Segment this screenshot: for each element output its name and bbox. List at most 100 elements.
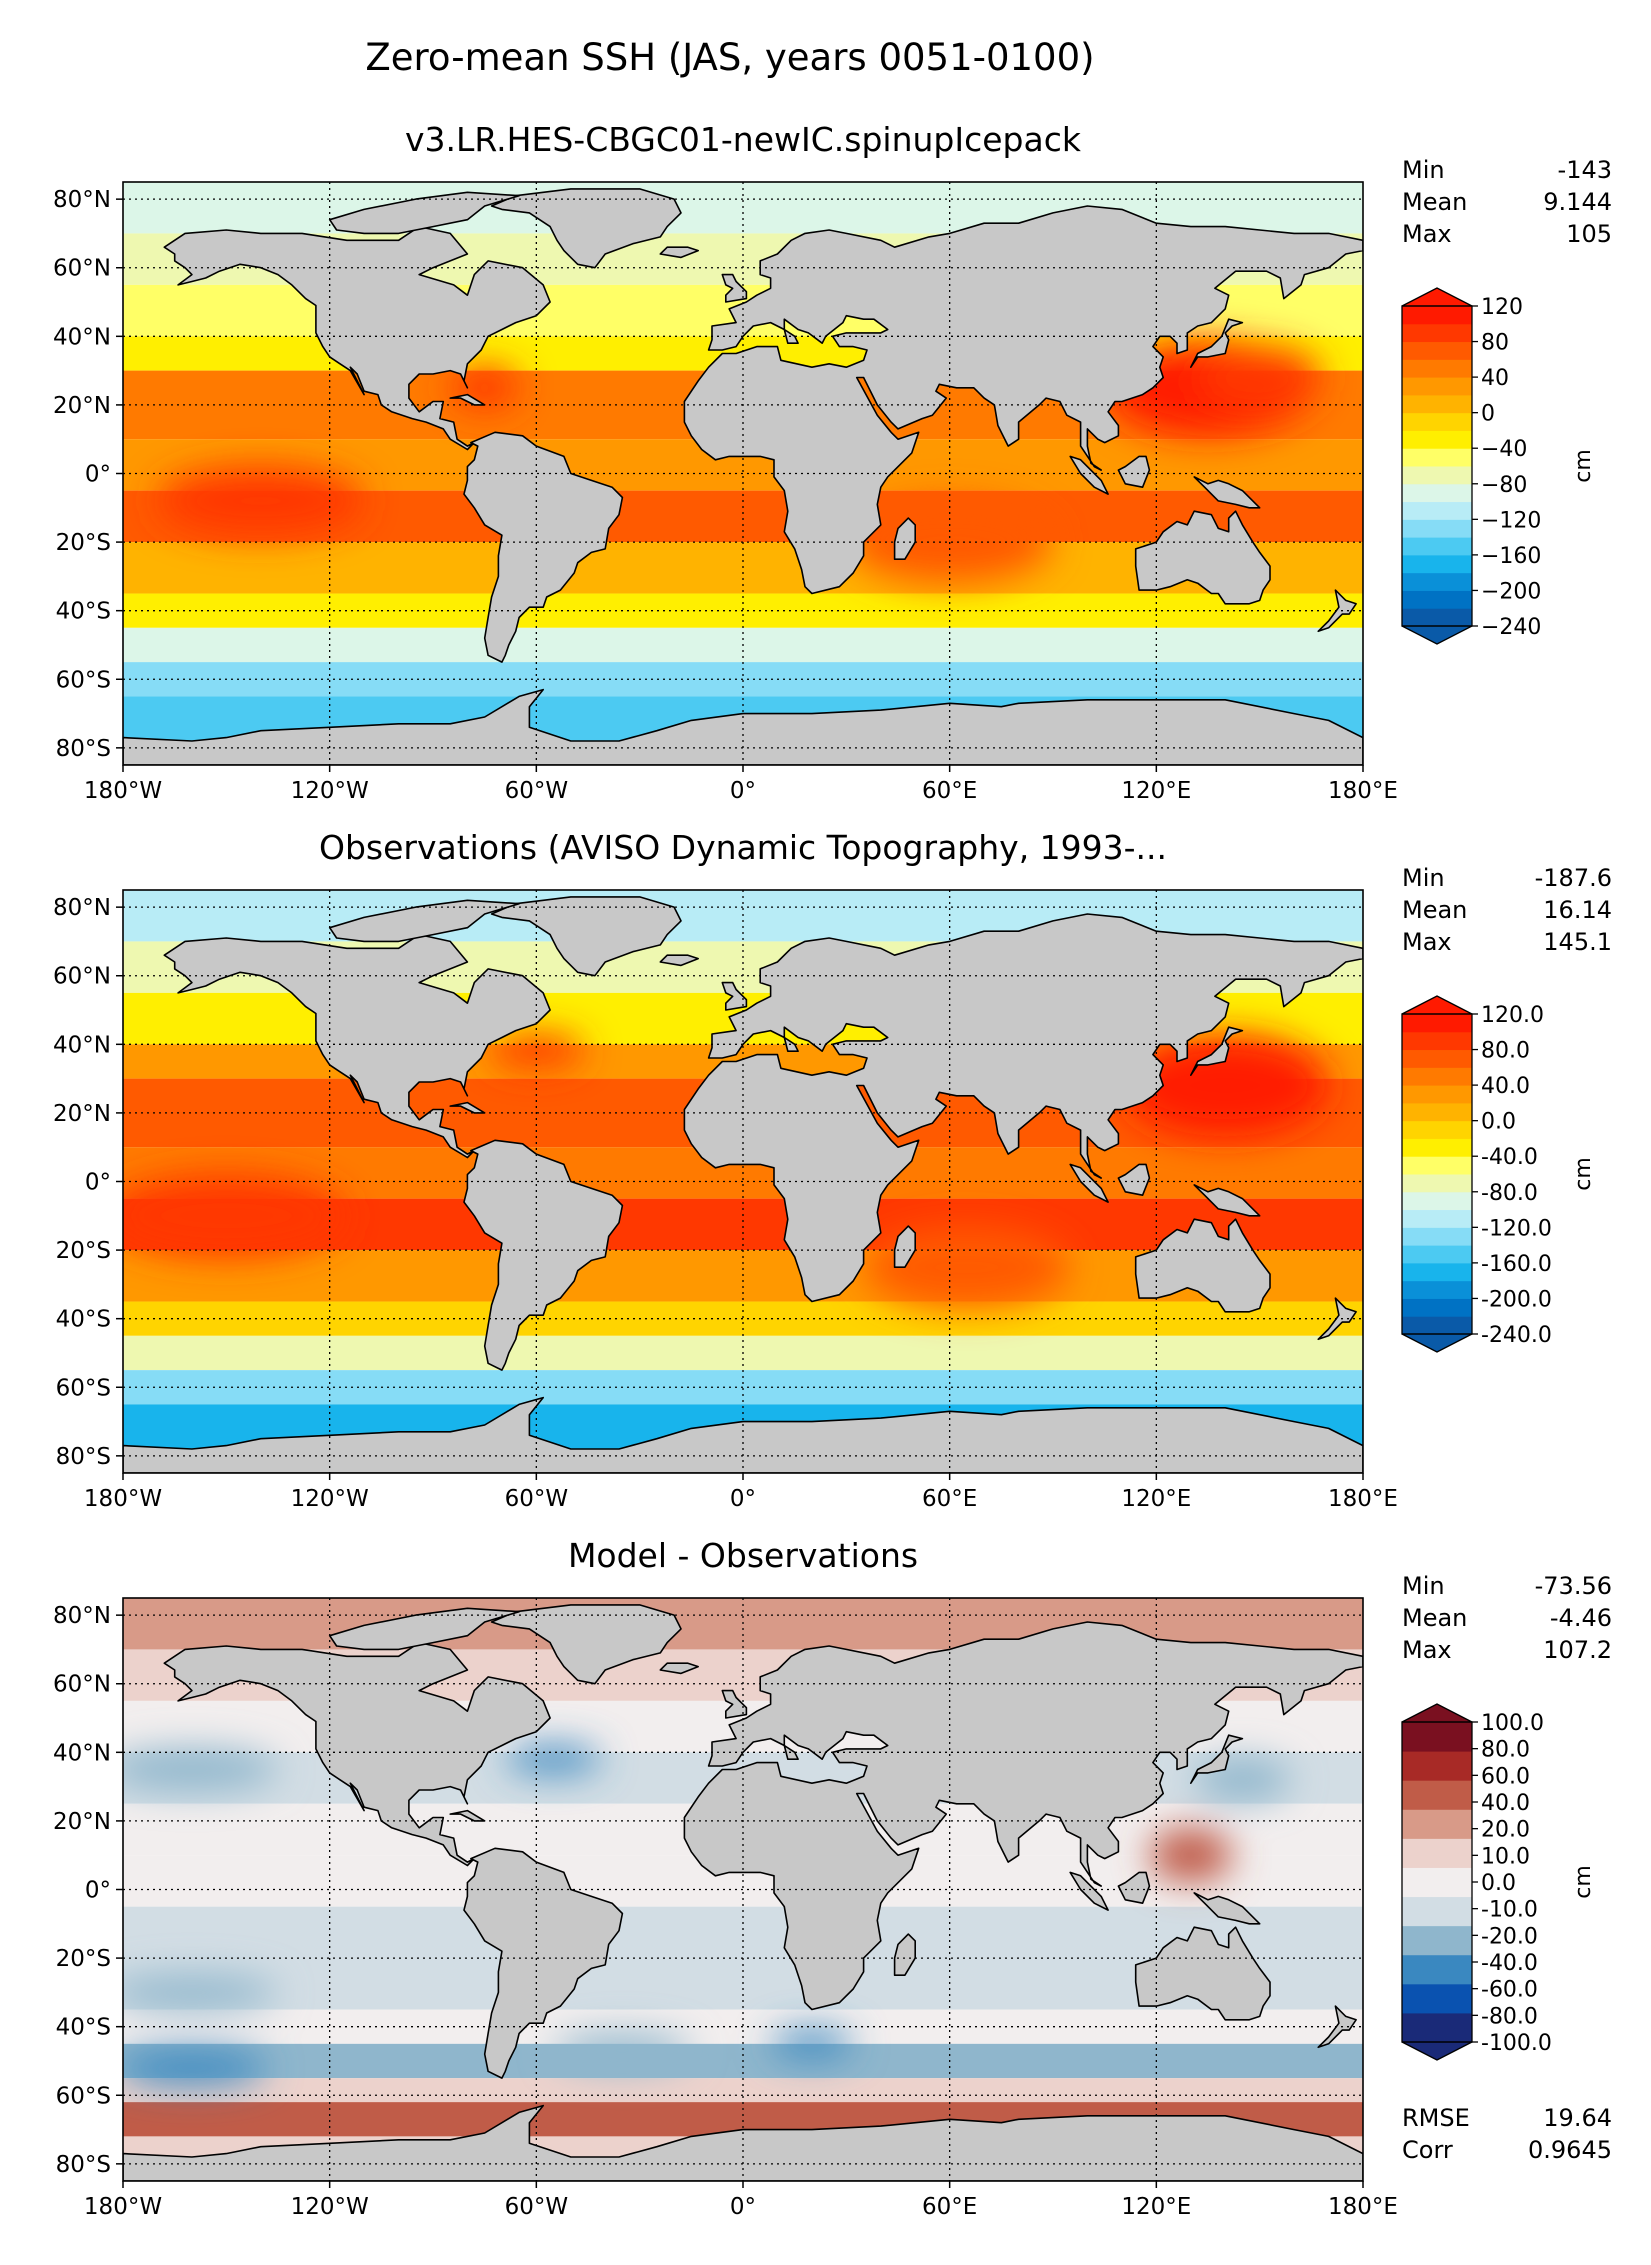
panel-title: v3.LR.HES-CBGC01-newIC.spinupIcepack xyxy=(405,120,1081,159)
stat-label: Min xyxy=(1402,1572,1445,1600)
colorbar-tick-label: -160.0 xyxy=(1481,1252,1552,1277)
land-iceland xyxy=(659,954,699,967)
colorbar-segment xyxy=(1402,412,1472,431)
field-feature xyxy=(123,1174,347,1257)
field-feature xyxy=(123,2050,268,2085)
difference-panel: Model - Observations Min -73.56 Mean -4.46 Ma… xyxy=(0,1536,1651,2246)
colorbar-tick-label: 10.0 xyxy=(1481,1844,1530,1869)
colorbar-segment xyxy=(1402,430,1472,449)
stat-value: 145.1 xyxy=(1543,928,1612,956)
lon-tick-label: 60°W xyxy=(505,778,569,804)
lat-tick-label: 0° xyxy=(85,1170,111,1196)
lon-tick-label: 60°E xyxy=(922,2194,977,2220)
field-feature xyxy=(123,1975,278,2010)
land-britain xyxy=(721,273,748,303)
lon-tick-label: 60°E xyxy=(922,778,977,804)
colorbar-frame xyxy=(1401,305,1473,627)
land-new-guinea xyxy=(1193,1892,1261,1925)
land-antarctica xyxy=(123,1396,1363,1473)
lat-tick-label: 20°S xyxy=(56,1238,111,1264)
colorbar-segment xyxy=(1402,1280,1472,1299)
lat-tick-label: 40°S xyxy=(56,1307,111,1333)
colorbar-label: cm xyxy=(1571,449,1596,483)
land-north-america xyxy=(163,933,551,1159)
stat-value: -143 xyxy=(1557,156,1612,184)
land-canadian-archipelago xyxy=(328,1607,520,1651)
lon-tick-label: 180°E xyxy=(1328,778,1398,804)
lat-tick-label: 20°N xyxy=(53,1101,111,1127)
lat-tick-label: 40°N xyxy=(53,1032,111,1058)
colorbar-segment xyxy=(1402,1085,1472,1104)
lat-tick-label: 60°S xyxy=(56,1375,111,1401)
lon-tick-label: 120°E xyxy=(1121,778,1191,804)
land-eurasia-africa xyxy=(683,1621,1363,2011)
colorbar-segment xyxy=(1402,306,1472,325)
colorbar-segment xyxy=(1402,572,1472,591)
stat-label: Min xyxy=(1402,156,1445,184)
stat-label: Max xyxy=(1402,1636,1452,1664)
land-borneo xyxy=(1117,1871,1151,1904)
lat-tick-label: 40°N xyxy=(53,1740,111,1766)
stat-row: Max 145.1 xyxy=(1402,926,1612,958)
colorbar-tick-label: -200.0 xyxy=(1481,1287,1552,1312)
colorbar-segment xyxy=(1402,1031,1472,1051)
stat-value: 16.14 xyxy=(1543,896,1612,924)
colorbar-max-extend xyxy=(1401,1703,1473,1723)
colorbar-tick-label: 0.0 xyxy=(1481,1110,1516,1135)
colorbar-max-extend xyxy=(1401,995,1473,1015)
colorbar-segment xyxy=(1402,1983,1472,2014)
lon-tick-label: 180°W xyxy=(84,1486,162,1512)
colorbar-tick-label: 80.0 xyxy=(1481,1738,1530,1763)
lat-tick-label: 80°N xyxy=(53,895,111,921)
lat-tick-label: 20°S xyxy=(56,1946,111,1972)
colorbar-tick-label: 0.0 xyxy=(1481,1871,1516,1896)
land-madagascar xyxy=(893,517,916,560)
land-sumatra xyxy=(1069,455,1109,495)
stat-row: Mean 9.144 xyxy=(1402,186,1612,218)
lon-tick-label: 120°W xyxy=(291,2194,369,2220)
lon-tick-label: 0° xyxy=(730,2194,756,2220)
field-feature xyxy=(1197,346,1322,409)
colorbar-segment xyxy=(1402,1925,1472,1956)
colorbar: 100.080.060.040.020.010.00.0-10.0-20.0-4… xyxy=(1401,1703,1596,2061)
colorbar-segment xyxy=(1402,1014,1472,1033)
stat-value: 9.144 xyxy=(1543,188,1612,216)
lat-tick-label: 60°S xyxy=(56,2083,111,2109)
colorbar-segment xyxy=(1402,359,1472,378)
colorbar-tick-label: 40 xyxy=(1481,366,1509,391)
colorbar-segment xyxy=(1402,608,1472,627)
colorbar: 120.0 80.0 40.0 0.0 -40.0 -80.0 -120.0 -160.0 -2… xyxy=(1401,995,1596,1353)
colorbar-segment xyxy=(1402,1722,1472,1752)
field-band xyxy=(123,1906,1363,1959)
colorbar-tick-label: -60.0 xyxy=(1481,1978,1538,2003)
colorbar-tick-label: -80.0 xyxy=(1481,1181,1538,1206)
land-australia xyxy=(1134,1218,1271,1313)
colorbar-segment xyxy=(1402,1191,1472,1211)
colorbar-min-extend xyxy=(1401,2041,1473,2061)
colorbar-segment xyxy=(1402,2012,1472,2043)
lat-tick-label: 60°N xyxy=(53,964,111,990)
land-canadian-archipelago xyxy=(328,191,520,235)
colorbar-segment xyxy=(1402,1262,1472,1282)
land-eurasia-africa xyxy=(683,913,1363,1303)
colorbar-segment xyxy=(1402,1245,1472,1264)
colorbar-tick-label: 60.0 xyxy=(1481,1764,1530,1789)
land-new-zealand xyxy=(1317,589,1357,633)
lat-tick-label: 80°S xyxy=(56,736,111,762)
lon-tick-label: 120°W xyxy=(291,778,369,804)
model-panel: v3.LR.HES-CBGC01-newIC.spinupIcepack Min -… xyxy=(0,120,1651,830)
colorbar-segment xyxy=(1402,519,1472,538)
colorbar-segment xyxy=(1402,1138,1472,1157)
stat-label: Min xyxy=(1402,864,1445,892)
land-britain xyxy=(721,981,748,1011)
colorbar-segment xyxy=(1402,466,1472,485)
land-new-zealand xyxy=(1317,1297,1357,1341)
stat-row: Min -143 xyxy=(1402,154,1612,186)
colorbar-frame xyxy=(1401,1013,1473,1335)
land-borneo xyxy=(1117,1163,1151,1196)
land-new-guinea xyxy=(1193,476,1261,509)
lat-tick-label: 0° xyxy=(85,1878,111,1904)
panel-title: Observations (AVISO Dynamic Topography, … xyxy=(318,828,1168,867)
land-britain xyxy=(721,1689,748,1719)
lat-tick-label: 20°N xyxy=(53,1809,111,1835)
